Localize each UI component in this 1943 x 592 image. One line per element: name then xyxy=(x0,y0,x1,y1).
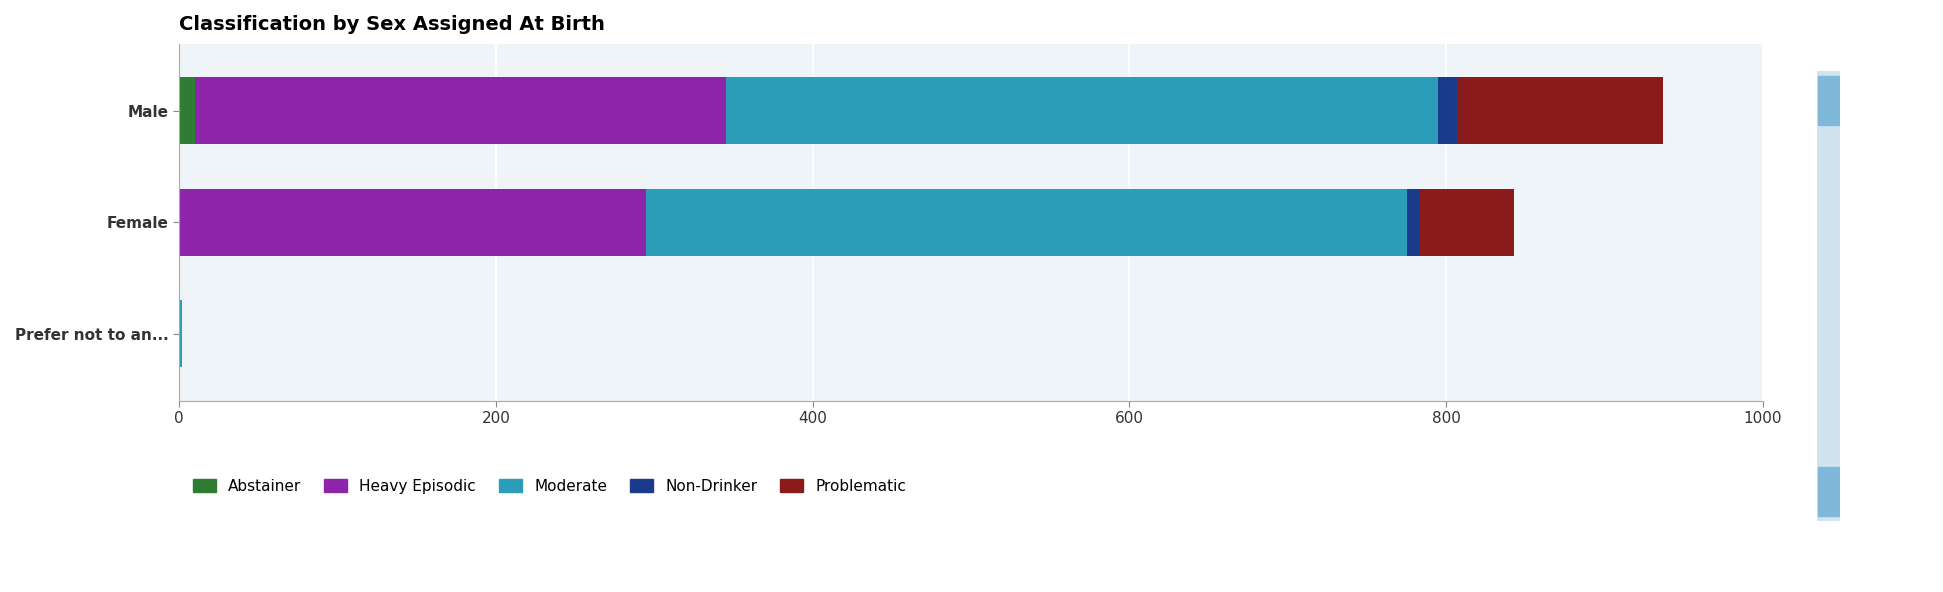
Bar xyxy=(1819,76,1838,125)
Bar xyxy=(725,78,1438,144)
Text: Classification by Sex Assigned At Birth: Classification by Sex Assigned At Birth xyxy=(179,15,604,34)
Bar xyxy=(1418,189,1514,256)
Bar xyxy=(1819,467,1838,516)
Bar xyxy=(1457,78,1663,144)
Bar xyxy=(179,78,194,144)
Bar xyxy=(647,189,1407,256)
Bar xyxy=(1438,78,1457,144)
Bar xyxy=(179,189,647,256)
Bar xyxy=(1407,189,1418,256)
Bar xyxy=(179,300,183,368)
Bar xyxy=(194,78,725,144)
Legend: Abstainer, Heavy Episodic, Moderate, Non-Drinker, Problematic: Abstainer, Heavy Episodic, Moderate, Non… xyxy=(187,472,913,500)
